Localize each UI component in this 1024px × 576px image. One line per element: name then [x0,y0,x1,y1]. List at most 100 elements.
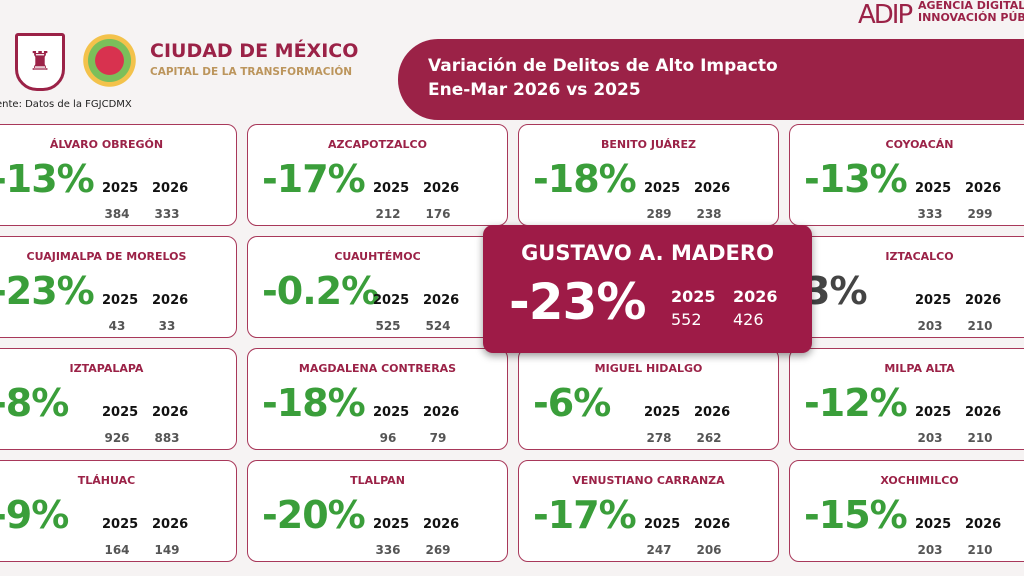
borough-name: ÁLVARO OBREGÓN [49,138,164,151]
value-2025: 212 [375,207,401,221]
borough-name: TLALPAN [350,474,405,487]
cdmx-shield-logo: ♜ [15,33,65,91]
value-2025: 203 [917,543,943,557]
value-2025: 203 [917,431,943,445]
variation-percent: -17% [533,493,637,537]
value-2026: 262 [696,431,722,445]
data-source: ente: Datos de la FGJCDMX [0,99,132,110]
city-tagline: CAPITAL DE LA TRANSFORMACIÓN [150,66,353,78]
value-2025: 289 [646,207,672,221]
borough-name: AZCAPOTZALCO [328,138,427,151]
year-2025-label: 2025 [373,517,410,532]
borough-card: CUAUHTÉMOC -0.2% 2025 2026 525 524 [247,236,508,338]
borough-name: IZTAPALAPA [69,362,144,375]
value-2025: 336 [375,543,401,557]
variation-percent: -13% [804,157,908,201]
borough-card: MILPA ALTA -12% 2025 2026 203 210 [789,348,1024,450]
value-2026: 206 [696,543,722,557]
value-2026: 79 [429,431,447,445]
borough-name: IZTACALCO [885,250,954,263]
value-2025: 926 [104,431,130,445]
city-name: CIUDAD DE MÉXICO [150,40,359,62]
year-2026-label: 2026 [152,517,189,532]
variation-percent: -18% [533,157,637,201]
borough-name: XOCHIMILCO [880,474,959,487]
year-2026-label: 2026 [423,181,460,196]
year-2026-label: 2026 [733,287,778,306]
variation-percent: -18% [262,381,366,425]
variation-percent: -0.2% [262,269,379,313]
highlight-card-gustavo-a-madero: GUSTAVO A. MADERO -23% 2025 2026 552 426 [483,225,812,353]
year-2026-label: 2026 [965,181,1002,196]
value-2025: 247 [646,543,672,557]
borough-card: ÁLVARO OBREGÓN -13% 2025 2026 384 333 [0,124,237,226]
agency-name: AGENCIA DIGITAL INNOVACIÓN PÚB [918,0,1024,24]
year-2025-label: 2025 [915,405,952,420]
borough-name: MAGDALENA CONTRERAS [298,362,457,375]
year-2026-label: 2026 [152,405,189,420]
year-2026-label: 2026 [423,517,460,532]
value-2026: 269 [425,543,451,557]
borough-name: VENUSTIANO CARRANZA [572,474,725,487]
value-2026: 238 [696,207,722,221]
value-2025: 203 [917,319,943,333]
year-2025-label: 2025 [644,181,681,196]
value-2025: 552 [671,310,702,329]
borough-card: IZTACALCO 3% 2025 2026 203 210 [789,236,1024,338]
borough-name: TLÁHUAC [77,474,136,487]
value-2026: 426 [733,310,764,329]
variation-percent: -6% [533,381,611,425]
borough-name: GUSTAVO A. MADERO [521,241,774,265]
year-2025-label: 2025 [915,517,952,532]
agency-line-2: INNOVACIÓN PÚB [918,11,1024,24]
value-2026: 176 [425,207,451,221]
year-2025-label: 2025 [102,405,139,420]
variation-percent: -15% [804,493,908,537]
year-2025-label: 2025 [915,293,952,308]
year-2026-label: 2026 [694,517,731,532]
agency-line-1: AGENCIA DIGITAL [918,0,1024,12]
borough-name: BENITO JUÁREZ [600,138,697,151]
value-2025: 96 [379,431,397,445]
year-2026-label: 2026 [694,181,731,196]
variation-percent: -8% [0,381,69,425]
value-2026: 33 [158,319,176,333]
borough-card: TLÁHUAC -9% 2025 2026 164 149 [0,460,237,562]
variation-percent: -12% [804,381,908,425]
cdmx-heart-logo [82,22,137,92]
year-2025-label: 2025 [373,181,410,196]
borough-card: BENITO JUÁREZ -18% 2025 2026 289 238 [518,124,779,226]
borough-card: TLALPAN -20% 2025 2026 336 269 [247,460,508,562]
variation-percent: -17% [262,157,366,201]
year-2025-label: 2025 [102,293,139,308]
borough-card: AZCAPOTZALCO -17% 2025 2026 212 176 [247,124,508,226]
year-2025-label: 2025 [102,517,139,532]
variation-percent: -23% [509,273,646,331]
value-2025: 333 [917,207,943,221]
title-banner: Variación de Delitos de Alto Impacto Ene… [398,39,1024,120]
borough-name: MIGUEL HIDALGO [594,362,703,375]
year-2026-label: 2026 [152,293,189,308]
borough-card: MIGUEL HIDALGO -6% 2025 2026 278 262 [518,348,779,450]
title-line-2: Ene-Mar 2026 vs 2025 [428,80,641,100]
year-2025-label: 2025 [671,287,716,306]
year-2026-label: 2026 [965,405,1002,420]
variation-percent: -9% [0,493,69,537]
year-2026-label: 2026 [965,517,1002,532]
variation-percent: -20% [262,493,366,537]
value-2026: 299 [967,207,993,221]
year-2025-label: 2025 [644,405,681,420]
borough-name: CUAJIMALPA DE MORELOS [26,250,187,263]
value-2026: 333 [154,207,180,221]
year-2026-label: 2026 [694,405,731,420]
variation-percent: 3% [804,269,868,313]
value-2025: 43 [108,319,126,333]
year-2026-label: 2026 [965,293,1002,308]
value-2026: 883 [154,431,180,445]
year-2026-label: 2026 [152,181,189,196]
year-2026-label: 2026 [423,293,460,308]
value-2025: 164 [104,543,130,557]
borough-card: COYOACÁN -13% 2025 2026 333 299 [789,124,1024,226]
borough-name: MILPA ALTA [884,362,955,375]
value-2026: 210 [967,543,993,557]
